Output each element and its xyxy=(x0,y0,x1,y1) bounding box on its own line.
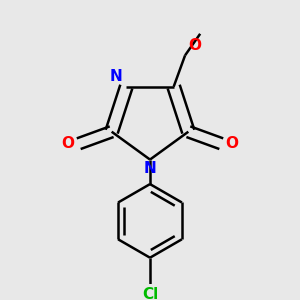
Text: N: N xyxy=(109,69,122,84)
Text: O: O xyxy=(226,136,238,151)
Text: O: O xyxy=(188,38,201,53)
Text: N: N xyxy=(144,161,156,176)
Text: O: O xyxy=(61,136,74,151)
Text: Cl: Cl xyxy=(142,287,158,300)
